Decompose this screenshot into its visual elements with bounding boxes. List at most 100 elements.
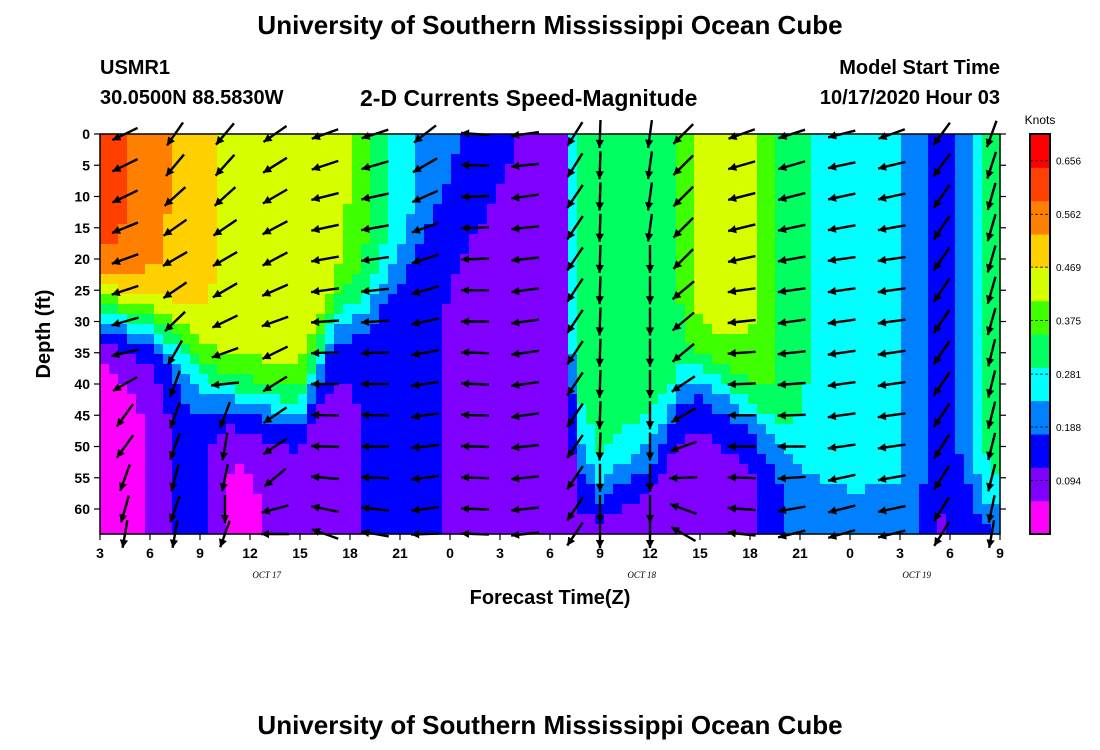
heatmap-cell [469, 174, 479, 185]
heatmap-cell [451, 184, 461, 195]
heatmap-cell [289, 504, 299, 515]
heatmap-cell [739, 364, 749, 375]
heatmap-cell [910, 514, 920, 525]
heatmap-cell [757, 344, 767, 355]
heatmap-cell [676, 144, 686, 155]
heatmap-cell [235, 424, 245, 435]
heatmap-cell [883, 244, 893, 255]
heatmap-cell [667, 174, 677, 185]
heatmap-cell [496, 454, 506, 465]
current-arrow [115, 434, 135, 459]
heatmap-cell [343, 394, 353, 405]
heatmap-cell [379, 134, 389, 145]
heatmap-cell [883, 194, 893, 205]
heatmap-cell [712, 234, 722, 245]
heatmap-cell [325, 514, 335, 525]
heatmap-cell [397, 184, 407, 195]
heatmap-cell [505, 144, 515, 155]
heatmap-cell [370, 454, 380, 465]
heatmap-cell [136, 404, 146, 415]
heatmap-cell [811, 214, 821, 225]
heatmap-cell [514, 134, 524, 145]
heatmap-cell [532, 384, 542, 395]
heatmap-cell [631, 454, 641, 465]
heatmap-cell [451, 254, 461, 265]
heatmap-cell [388, 464, 398, 475]
current-arrow [169, 432, 181, 461]
heatmap-cell [919, 424, 929, 435]
heatmap-cell [505, 424, 515, 435]
heatmap-cell [964, 454, 974, 465]
heatmap-cell [847, 214, 857, 225]
heatmap-cell [316, 274, 326, 285]
heatmap-cell [820, 284, 830, 295]
heatmap-cell [730, 384, 740, 395]
heatmap-cell [793, 494, 803, 505]
heatmap-cell [631, 224, 641, 235]
heatmap-cell [388, 284, 398, 295]
current-arrow [645, 213, 654, 242]
heatmap-cell [901, 384, 911, 395]
heatmap-cell [379, 224, 389, 235]
heatmap-cell [208, 304, 218, 315]
heatmap-cell [487, 234, 497, 245]
heatmap-cell [235, 384, 245, 395]
heatmap-cell [676, 364, 686, 375]
heatmap-cell [757, 264, 767, 275]
heatmap-cell [613, 434, 623, 445]
heatmap-cell [991, 324, 1001, 335]
heatmap-cell [190, 454, 200, 465]
heatmap-cell [505, 344, 515, 355]
heatmap-cell [613, 484, 623, 495]
heatmap-cell [433, 374, 443, 385]
current-arrow [460, 255, 490, 264]
heatmap-cell [460, 414, 470, 425]
heatmap-cell [532, 444, 542, 455]
heatmap-cell [775, 324, 785, 335]
heatmap-cell [973, 424, 983, 435]
heatmap-cell [703, 404, 713, 415]
heatmap-cell [235, 444, 245, 455]
heatmap-cell [937, 364, 947, 375]
heatmap-cell [838, 414, 848, 425]
heatmap-cell [865, 134, 875, 145]
heatmap-cell [433, 144, 443, 155]
heatmap-cell [298, 484, 308, 495]
current-arrow [360, 473, 390, 482]
heatmap-cell [226, 194, 236, 205]
heatmap-cell [847, 434, 857, 445]
current-arrow [595, 182, 604, 211]
heatmap-cell [631, 524, 641, 535]
current-arrow [645, 432, 655, 461]
heatmap-cell [226, 404, 236, 415]
heatmap-cell [955, 344, 965, 355]
heatmap-cell [415, 514, 425, 525]
heatmap-cell [937, 454, 947, 465]
heatmap-cell [595, 394, 605, 405]
heatmap-cell [406, 144, 416, 155]
heatmap-cell [973, 494, 983, 505]
heatmap-cell [460, 404, 470, 415]
heatmap-cell [847, 304, 857, 315]
heatmap-cell [703, 174, 713, 185]
heatmap-cell [766, 514, 776, 525]
heatmap-cell [325, 184, 335, 195]
heatmap-cell [388, 394, 398, 405]
heatmap-cell [334, 224, 344, 235]
heatmap-cell [208, 334, 218, 345]
heatmap-cell [550, 254, 560, 265]
heatmap-cell [379, 394, 389, 405]
heatmap-cell [910, 274, 920, 285]
heatmap-cell [100, 374, 110, 385]
heatmap-cell [865, 474, 875, 485]
heatmap-cell [145, 504, 155, 515]
heatmap-cell [622, 214, 632, 225]
heatmap-cell [343, 134, 353, 145]
heatmap-cell [244, 334, 254, 345]
heatmap-cell [649, 394, 659, 405]
heatmap-cell [145, 214, 155, 225]
heatmap-cell [973, 474, 983, 485]
heatmap-cell [136, 454, 146, 465]
heatmap-cell [874, 464, 884, 475]
heatmap-cell [838, 524, 848, 535]
